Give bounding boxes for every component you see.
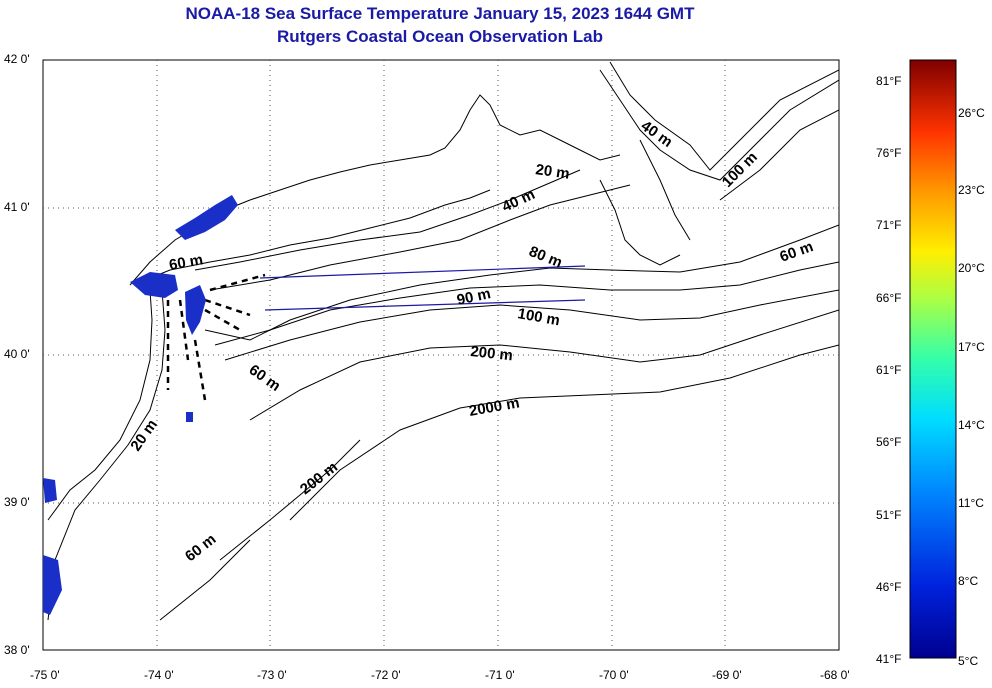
lon-tick: -73 0': [257, 668, 287, 682]
colorbar-f-label: 46°F: [876, 580, 902, 594]
svg-text:90 m: 90 m: [455, 285, 492, 309]
lat-tick: 39 0': [4, 495, 30, 509]
lon-tick: -71 0': [485, 668, 515, 682]
transect-lines: [259, 265, 586, 311]
colorbar-f-label: 66°F: [876, 291, 902, 305]
lon-tick: -74 0': [144, 668, 174, 682]
lon-tick: -69 0': [712, 668, 742, 682]
map-title: NOAA-18 Sea Surface Temperature January …: [185, 4, 695, 23]
lat-tick: 42 0': [4, 52, 30, 66]
colorbar-c-label: 26°C: [958, 106, 985, 120]
lat-tick: 40 0': [4, 347, 30, 361]
svg-text:200 m: 200 m: [470, 343, 514, 364]
colorbar-c-label: 11°C: [958, 496, 984, 510]
colorbar-f-label: 76°F: [876, 146, 902, 160]
colorbar-f-label: 41°F: [876, 652, 902, 666]
colorbar-c-label: 5°C: [958, 654, 979, 668]
svg-text:60 m: 60 m: [168, 251, 205, 274]
colorbar-f-label: 61°F: [876, 363, 902, 377]
lon-tick: -68 0': [820, 668, 850, 682]
map-frame: [42, 59, 840, 651]
lon-tick: -70 0': [599, 668, 629, 682]
graticule: [43, 60, 839, 650]
colorbar-c-label: 20°C: [958, 261, 985, 275]
map-subtitle: Rutgers Coastal Ocean Observation Lab: [277, 27, 603, 46]
colorbar-f-label: 71°F: [876, 218, 902, 232]
lat-tick: 38 0': [4, 643, 30, 657]
colorbar-c-label: 23°C: [958, 183, 985, 197]
svg-text:20 m: 20 m: [534, 161, 570, 183]
colorbar: [909, 59, 957, 659]
sst-patches: [43, 195, 238, 615]
colorbar-c-label: 17°C: [958, 340, 985, 354]
colorbar-f-label: 51°F: [876, 508, 902, 522]
lat-tick: 41 0': [4, 200, 30, 214]
lon-tick: -75 0': [30, 668, 60, 682]
colorbar-c-label: 8°C: [958, 574, 979, 588]
lon-tick: -72 0': [371, 668, 401, 682]
colorbar-f-label: 56°F: [876, 435, 902, 449]
colorbar-f-label: 81°F: [876, 74, 902, 88]
colorbar-c-label: 14°C: [958, 418, 985, 432]
